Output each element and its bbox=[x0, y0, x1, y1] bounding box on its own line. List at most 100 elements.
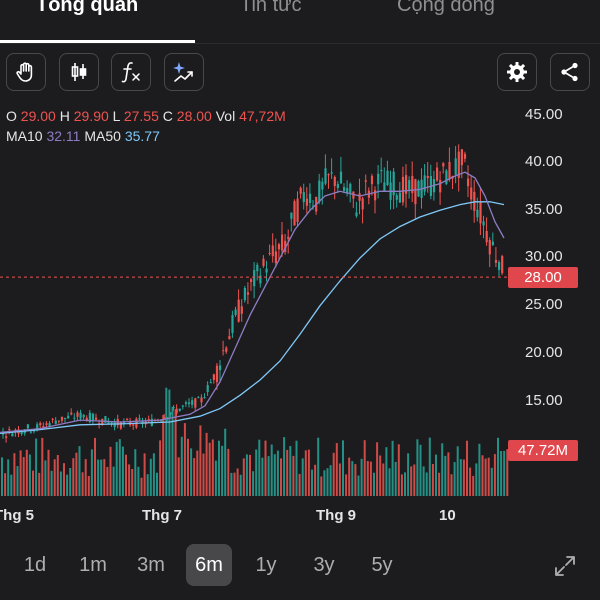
volume-bar bbox=[335, 443, 338, 496]
volume-bar bbox=[239, 474, 242, 496]
candle-body bbox=[271, 245, 274, 257]
volume-bar bbox=[44, 460, 47, 496]
candle-body bbox=[119, 421, 122, 429]
candle-body bbox=[312, 205, 315, 207]
close-label: C bbox=[162, 108, 173, 124]
volume-bar bbox=[13, 453, 16, 496]
volume-bar bbox=[84, 459, 87, 496]
volume-bar bbox=[59, 471, 62, 496]
candle-body bbox=[411, 175, 414, 194]
volume-bar bbox=[63, 463, 65, 496]
candle-body bbox=[460, 149, 463, 166]
candle-body bbox=[296, 198, 299, 222]
volume-bar bbox=[404, 472, 406, 496]
candle-body bbox=[321, 181, 324, 190]
candle-body bbox=[36, 424, 39, 430]
candle-body bbox=[330, 172, 333, 174]
range-3m[interactable]: 3m bbox=[137, 554, 165, 576]
candlestick-button[interactable] bbox=[59, 53, 99, 91]
volume-bar bbox=[180, 436, 183, 496]
volume-bar bbox=[373, 472, 375, 496]
hand-tool-button[interactable] bbox=[6, 53, 46, 91]
candlestick-icon bbox=[71, 63, 87, 81]
candle-body bbox=[485, 231, 488, 243]
y-tick-label: 25.00 bbox=[525, 296, 563, 313]
candle-body bbox=[256, 264, 259, 272]
current-volume-tag: 47.72M bbox=[508, 440, 578, 461]
volume-bar bbox=[174, 409, 177, 496]
volume-bar bbox=[171, 406, 174, 496]
volume-bar bbox=[301, 458, 304, 496]
volume-bar bbox=[100, 459, 103, 496]
tab-overview[interactable]: Tổng quan bbox=[36, 0, 139, 16]
high-value: 29.90 bbox=[73, 108, 109, 124]
volume-bar bbox=[376, 442, 379, 496]
tab-community[interactable]: Cộng đồng bbox=[397, 0, 495, 16]
time-range-selector: 1d 1m 3m 6m 1y 3y 5y bbox=[0, 544, 600, 588]
candle-body bbox=[324, 168, 327, 184]
candle-body bbox=[206, 385, 209, 392]
range-5y[interactable]: 5y bbox=[371, 554, 393, 576]
candle-body bbox=[82, 414, 85, 418]
volume-bar bbox=[140, 477, 143, 496]
candle-body bbox=[60, 416, 64, 421]
y-tick-label: 45.00 bbox=[525, 106, 563, 123]
volume-bar bbox=[348, 457, 351, 496]
candle-body bbox=[467, 178, 470, 187]
volume-bar bbox=[478, 443, 481, 496]
price-chart[interactable] bbox=[0, 100, 600, 500]
y-tick-label: 35.00 bbox=[525, 201, 563, 218]
candle-body bbox=[445, 170, 448, 185]
candle-body bbox=[287, 236, 290, 240]
settings-button[interactable] bbox=[497, 53, 537, 91]
volume-bar bbox=[38, 472, 41, 496]
volume-bar bbox=[137, 466, 140, 496]
volume-bar bbox=[462, 459, 465, 496]
volume-bar bbox=[360, 458, 363, 496]
volume-bar bbox=[385, 447, 388, 496]
volume-bar bbox=[329, 465, 332, 496]
expand-button[interactable] bbox=[552, 553, 578, 584]
share-button[interactable] bbox=[550, 53, 590, 91]
volume-bar bbox=[351, 461, 354, 496]
range-3y[interactable]: 3y bbox=[313, 554, 335, 576]
candle-body bbox=[454, 158, 457, 175]
candle-body bbox=[259, 275, 262, 284]
ma50-value: 35.77 bbox=[124, 128, 160, 144]
volume-bar bbox=[103, 459, 106, 496]
volume-bar bbox=[317, 437, 320, 496]
volume-bar bbox=[276, 450, 279, 496]
volume-bar bbox=[307, 449, 310, 496]
volume-bar bbox=[292, 455, 295, 496]
volume-bar bbox=[481, 455, 484, 496]
range-6m[interactable]: 6m bbox=[186, 544, 232, 586]
candle-body bbox=[67, 415, 70, 419]
volume-bar bbox=[224, 428, 227, 496]
candle-body bbox=[228, 336, 231, 340]
candle-body bbox=[265, 268, 268, 273]
candle-body bbox=[343, 187, 346, 191]
volume-bar bbox=[472, 475, 475, 496]
x-tick-label: Thg 5 bbox=[0, 507, 34, 524]
volume-bar bbox=[500, 451, 503, 496]
candle-body bbox=[48, 423, 51, 427]
tab-news[interactable]: Tin tức bbox=[240, 0, 302, 16]
volume-bar bbox=[332, 452, 335, 496]
volume-bar bbox=[475, 463, 478, 496]
ai-indicator-button[interactable] bbox=[164, 53, 204, 91]
volume-bar bbox=[22, 457, 25, 496]
candle-body bbox=[95, 417, 98, 420]
range-1d[interactable]: 1d bbox=[23, 554, 47, 576]
candle-body bbox=[85, 417, 88, 421]
candle-body bbox=[5, 436, 8, 438]
volume-bar bbox=[242, 458, 245, 496]
volume-bar bbox=[487, 457, 490, 496]
volume-bar bbox=[97, 459, 100, 496]
candle-body bbox=[274, 251, 277, 264]
volume-bar bbox=[16, 466, 19, 496]
candle-body bbox=[126, 419, 129, 420]
range-1m[interactable]: 1m bbox=[79, 554, 107, 576]
range-1y[interactable]: 1y bbox=[255, 554, 277, 576]
function-button[interactable] bbox=[111, 53, 151, 91]
volume-bar bbox=[168, 389, 171, 496]
